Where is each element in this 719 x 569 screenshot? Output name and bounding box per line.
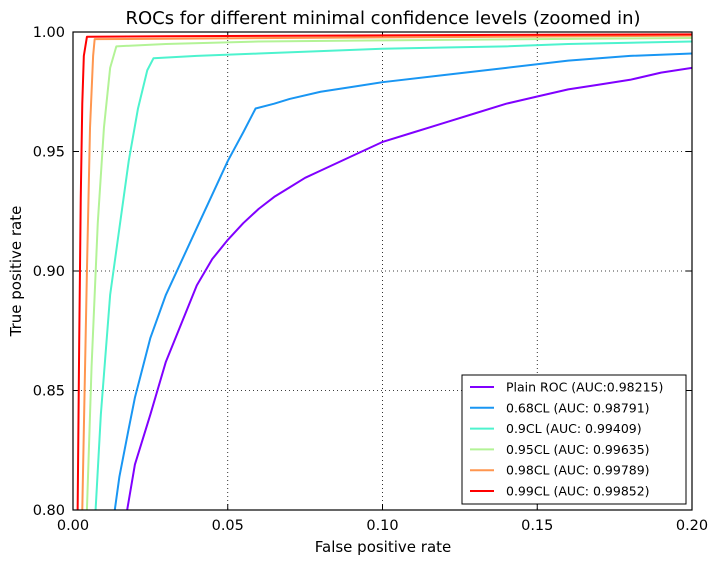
y-tick-label: 0.95 (33, 145, 65, 161)
x-tick-label: 0.20 (676, 518, 708, 534)
x-tick-label: 0.00 (57, 518, 89, 534)
x-tick-label: 0.10 (366, 518, 398, 534)
y-axis-label: True positive rate (7, 206, 25, 338)
legend-label: 0.98CL (AUC: 0.99789) (506, 463, 650, 478)
y-tick-label: 1.00 (33, 25, 65, 41)
plot-frame (72, 31, 693, 511)
x-tick-label: 0.05 (212, 518, 244, 534)
x-tick-label: 0.15 (521, 518, 553, 534)
series-lines (76, 33, 692, 510)
y-tick-label: 0.90 (33, 264, 65, 280)
legend-label: 0.9CL (AUC: 0.99409) (506, 421, 642, 436)
legend-box (461, 374, 687, 505)
legend-label: 0.99CL (AUC: 0.99852) (506, 484, 650, 499)
series-line-2 (94, 40, 692, 510)
series-line-4 (81, 34, 692, 510)
y-tick-label: 0.85 (33, 384, 65, 400)
y-tick-label: 0.80 (33, 503, 65, 519)
series-line-0 (126, 66, 692, 510)
legend: Plain ROC (AUC:0.98215) 0.68CL (AUC: 0.9… (461, 374, 687, 505)
series-line-3 (85, 36, 692, 510)
x-axis-label: False positive rate (315, 538, 452, 556)
chart-title: ROCs for different minimal confidence le… (125, 8, 640, 29)
y-tick-labels: 0.80 0.85 0.90 0.95 1.00 (33, 25, 65, 519)
series-line-5 (76, 33, 692, 510)
legend-label: 0.68CL (AUC: 0.98791) (506, 400, 650, 415)
series-line-1 (113, 52, 692, 510)
legend-label: 0.95CL (AUC: 0.99635) (506, 442, 650, 457)
legend-label: Plain ROC (AUC:0.98215) (506, 380, 663, 395)
x-tick-labels: 0.00 0.05 0.10 0.15 0.20 (57, 518, 708, 534)
